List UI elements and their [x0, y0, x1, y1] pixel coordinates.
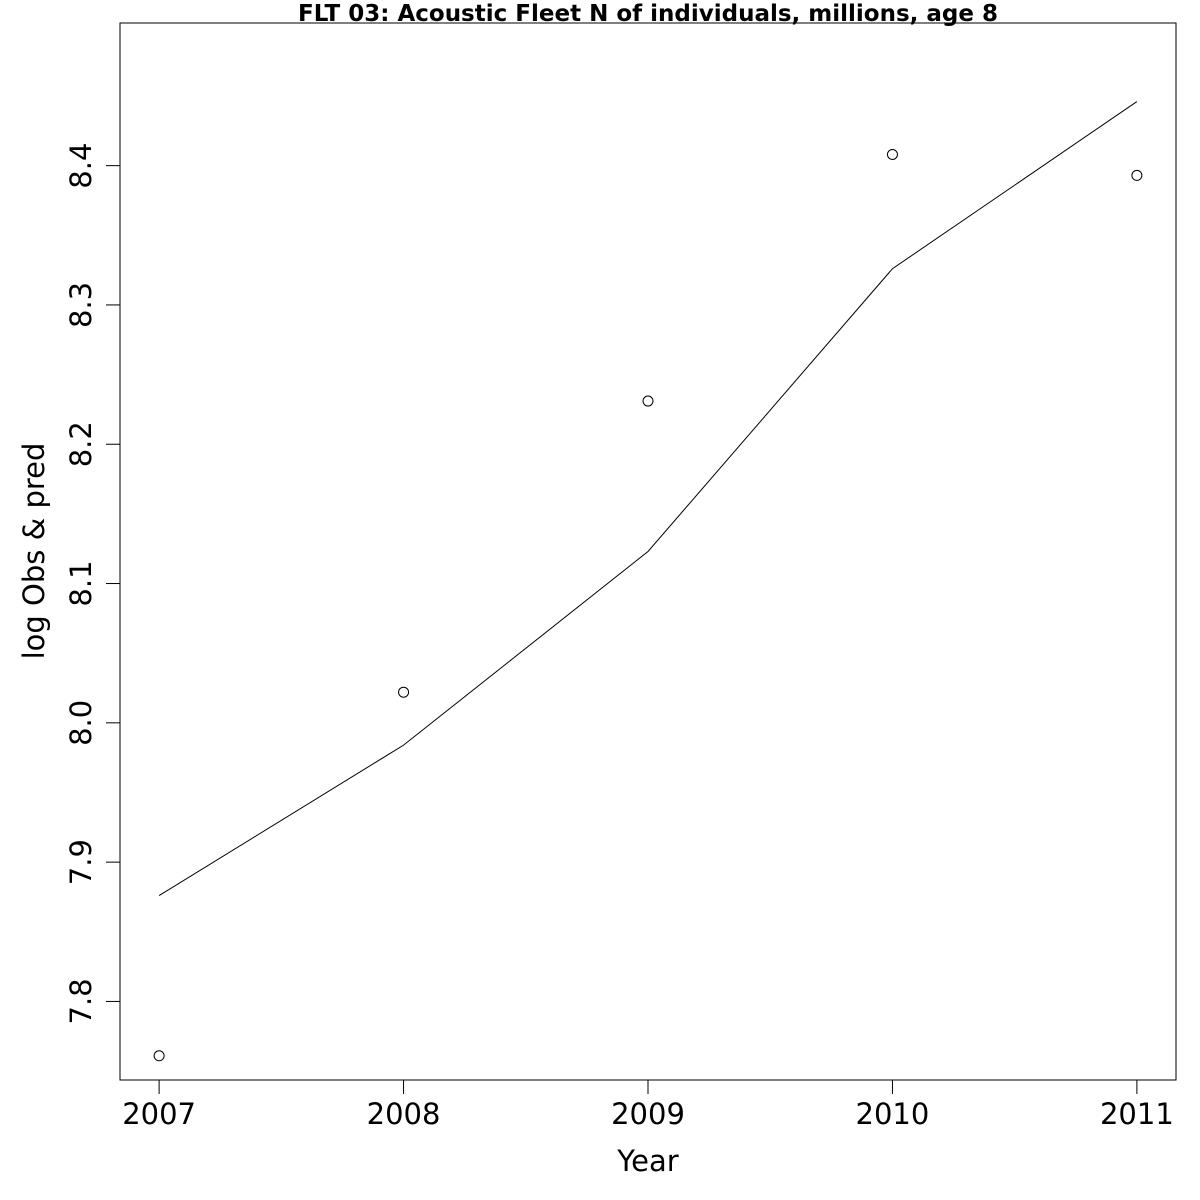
series-layer — [153, 101, 1143, 1062]
observed-point — [886, 148, 898, 160]
y-tick-label: 8.3 — [64, 282, 98, 328]
x-tick-label: 2011 — [1100, 1097, 1174, 1131]
y-axis: 7.8 7.9 8.0 8.1 8.2 8.3 8.4 — [64, 143, 121, 1024]
y-axis-label: log Obs & pred — [17, 443, 51, 660]
y-tick-label: 8.0 — [64, 700, 98, 746]
x-axis: 2007 2008 2009 2010 2011 — [122, 1079, 1174, 1131]
observed-point — [642, 395, 654, 407]
x-tick-label: 2007 — [122, 1097, 196, 1131]
y-tick-label: 8.4 — [64, 143, 98, 189]
y-tick-label: 7.9 — [64, 839, 98, 885]
predicted-line — [158, 101, 1138, 896]
observed-point — [153, 1050, 165, 1062]
x-axis-label: Year — [616, 1144, 678, 1178]
y-tick-label: 8.2 — [64, 421, 98, 467]
x-tick-label: 2008 — [367, 1097, 441, 1131]
y-tick-label: 7.8 — [64, 978, 98, 1024]
observed-point — [1131, 169, 1143, 181]
x-tick-label: 2009 — [611, 1097, 685, 1131]
x-tick-label: 2010 — [856, 1097, 930, 1131]
y-tick-label: 8.1 — [64, 560, 98, 606]
observed-point — [398, 686, 410, 698]
